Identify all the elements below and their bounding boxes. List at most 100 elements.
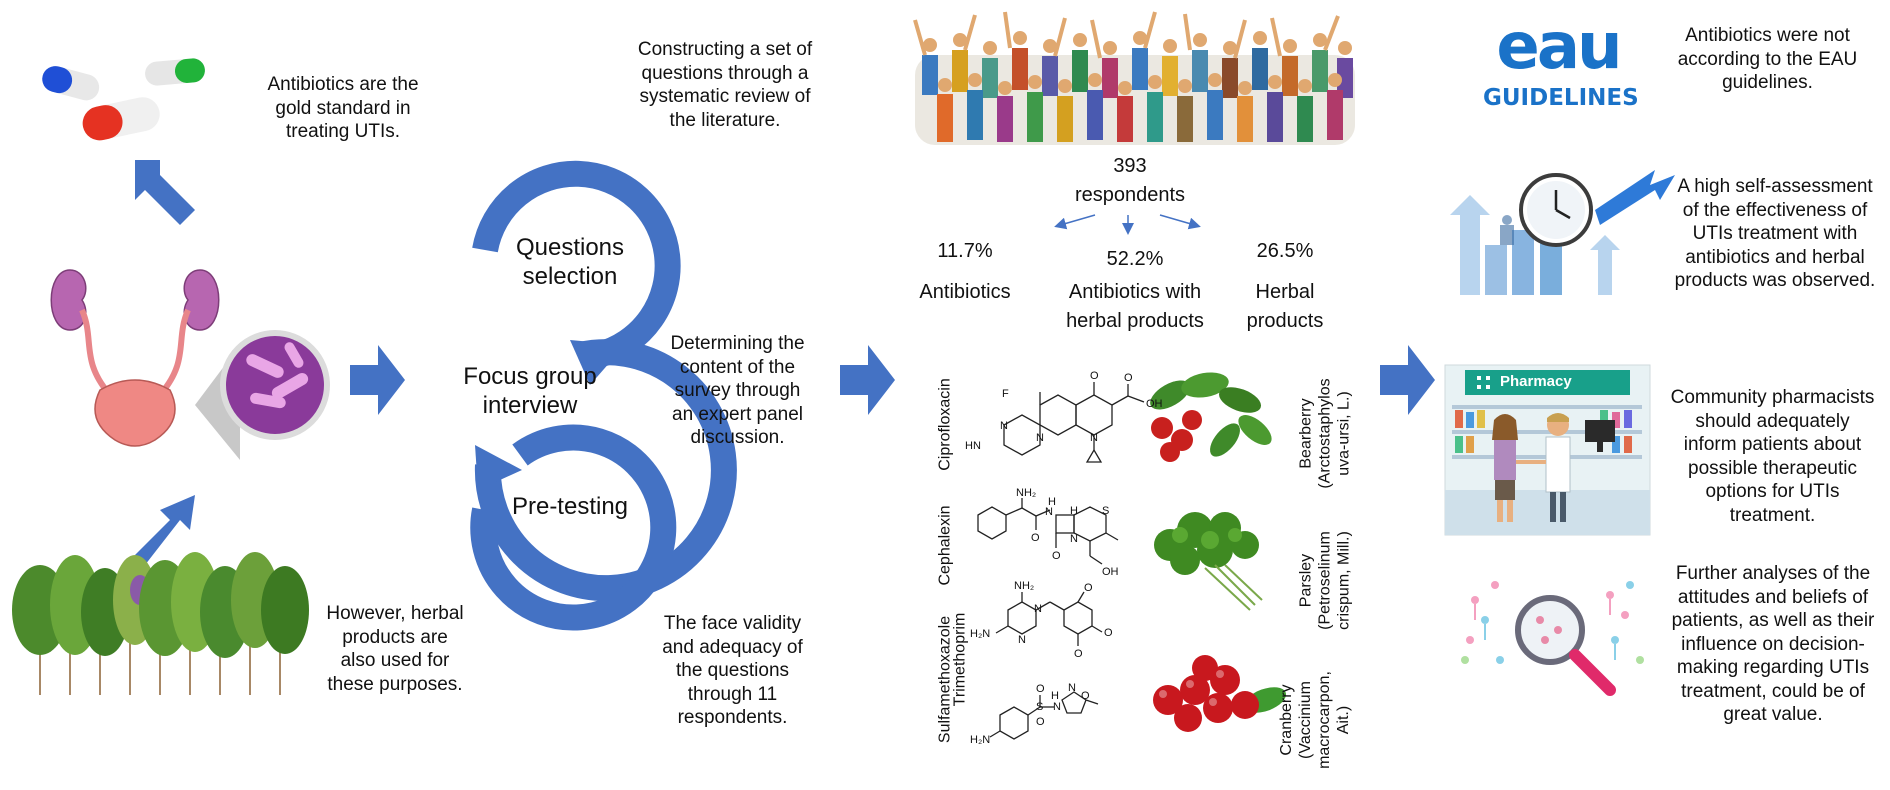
atom-label: O — [1074, 648, 1083, 660]
atom-label: N — [1090, 432, 1098, 444]
text-line: Cranberry — [1278, 684, 1295, 756]
conclusion-further-analyses: Further analyses of the attitudes and be… — [1658, 562, 1888, 727]
conclusion-eau-guidelines: Antibiotics were not according to the EA… — [1660, 24, 1875, 95]
growth-clock-illustration — [1450, 170, 1675, 295]
text-line: interview — [482, 392, 578, 419]
process-arrowheads — [475, 340, 625, 490]
diagram-canvas — [12, 11, 1675, 740]
atom-label: O — [1031, 532, 1040, 544]
text-line: according to the EAU — [1677, 48, 1858, 70]
text-line: also used for — [340, 650, 450, 671]
respondents-count: 393 respondents — [1055, 152, 1205, 210]
atom-label: OH — [1102, 566, 1119, 578]
atom-label: N — [1068, 682, 1076, 694]
text-line: making regarding UTIs — [1676, 657, 1870, 678]
step-questions-selection: Questions selection — [500, 233, 640, 291]
bearberry-illustration — [1150, 372, 1272, 462]
text-line: great value. — [1723, 704, 1823, 725]
atom-label: O — [1104, 627, 1113, 639]
atom-label: NH₂ — [1016, 487, 1037, 499]
label-cranberry: Cranberry (Vaccinium macrocarpon, Ait.) — [1277, 650, 1353, 790]
text-line: the literature. — [669, 109, 781, 131]
group-herbal-percent: 26.5% — [1256, 240, 1314, 262]
label-parsley: Parsley (Petroselinum crispum, Mill.) — [1297, 511, 1354, 651]
text-line: the questions — [675, 660, 790, 681]
eau-logo-text: eau — [1496, 10, 1622, 84]
atom-label: O — [1036, 716, 1045, 728]
text-line: respondents. — [677, 707, 788, 728]
text-line: inform patients about — [1683, 434, 1862, 455]
atom-label: H — [1070, 505, 1078, 517]
block-arrow-2 — [840, 345, 895, 415]
text-line: Ait.) — [1335, 705, 1352, 735]
atom-label: HN — [965, 440, 981, 452]
magnifier-illustration — [1461, 581, 1644, 696]
herbal-products-text: However, herbal products are also used f… — [300, 602, 490, 696]
block-arrow-3 — [1380, 345, 1435, 415]
text-line: Community pharmacists — [1670, 387, 1875, 408]
text-line: of the effectiveness of — [1682, 199, 1868, 221]
atom-label: N — [1018, 634, 1026, 646]
text-line: However, herbal — [326, 603, 464, 624]
atom-label: O — [1036, 683, 1045, 695]
atom-label: S — [1036, 701, 1044, 713]
conclusion-self-assessment: A high self-assessment of the effectiven… — [1660, 175, 1890, 293]
text-line: treating UTIs. — [285, 121, 401, 142]
text-line: questions through a — [641, 62, 809, 84]
herbs-illustration — [12, 552, 309, 695]
atom-label: O — [1124, 372, 1133, 384]
text-line: Parsley — [1297, 553, 1315, 608]
atom-label: H — [1051, 690, 1059, 702]
eau-guidelines-text: GUIDELINES — [1483, 85, 1639, 111]
text-line: herbal products — [1066, 310, 1204, 332]
text-line: patients, as well as their — [1671, 610, 1875, 631]
circular-process — [470, 160, 737, 631]
label-bearberry: Bearberry (Arctostaphylos uva-ursi, L.) — [1297, 364, 1354, 504]
text-line: antibiotics and herbal — [1685, 246, 1865, 268]
text-line: Antibiotics with — [1068, 281, 1202, 303]
atom-label: S — [1102, 505, 1110, 517]
step-pre-testing: Pre-testing — [505, 492, 635, 521]
atom-label: H — [1048, 496, 1056, 508]
atom-label: NH₂ — [1014, 580, 1035, 592]
respondents-label: respondents — [1074, 184, 1186, 206]
text-line: products are — [342, 626, 448, 648]
text-line: (Arctostaphylos — [1316, 378, 1334, 489]
group-combined-label: Antibiotics with herbal products — [1050, 278, 1220, 336]
text-line: survey through — [674, 380, 801, 401]
block-arrow-1 — [350, 345, 405, 415]
atom-label: O — [1084, 582, 1093, 594]
text-line: these purposes. — [327, 673, 463, 695]
text-line: an expert panel — [672, 403, 803, 425]
text-line: options for UTIs — [1705, 481, 1840, 502]
atom-label: N — [1000, 420, 1008, 432]
text-line: systematic review of — [639, 86, 811, 107]
group-antibiotics-label: Antibiotics — [895, 278, 1035, 307]
text-line: selection — [522, 263, 618, 290]
text-line: products was observed. — [1674, 270, 1876, 291]
atom-label: H₂N — [970, 628, 991, 640]
text-line: Constructing a set of — [637, 39, 813, 60]
text-line: Antibiotics are the — [267, 74, 419, 95]
text-line: The face validity — [663, 613, 802, 634]
group-combined-percent: 52.2% — [1106, 248, 1164, 270]
text-line: macrocarpon, — [1316, 671, 1333, 769]
text-line: crispum, Mill.) — [1335, 531, 1353, 630]
crowd-illustration — [913, 11, 1355, 145]
text-line: products — [1246, 310, 1324, 332]
parsley-illustration — [1154, 512, 1263, 611]
cranberry-illustration — [1153, 655, 1287, 732]
text-line: Bearberry — [1297, 398, 1315, 469]
atom-label: F — [1002, 388, 1009, 400]
label-trimethoprim: Trimethoprim — [951, 612, 969, 707]
text-line: Questions — [515, 234, 625, 261]
pharmacy-sign-text: Pharmacy — [1500, 373, 1572, 390]
eau-guidelines-logo: eau GUIDELINES — [1483, 10, 1639, 123]
pharmacy-illustration — [1444, 364, 1651, 536]
text-line: Antibiotics — [919, 281, 1011, 303]
group-antibiotics-percent: 11.7% — [937, 240, 993, 262]
text-line: content of the — [679, 356, 796, 378]
atom-label: OH — [1146, 398, 1163, 410]
atom-label: O — [1052, 550, 1061, 562]
atom-label: N — [1036, 432, 1044, 444]
